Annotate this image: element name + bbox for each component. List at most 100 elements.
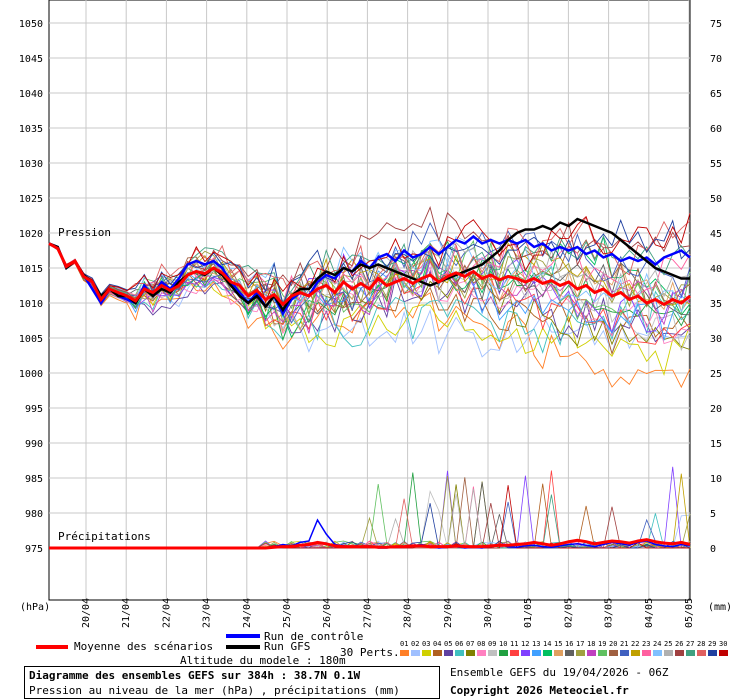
perturbation-color-box [620,650,629,656]
left-axis-label: (hPa) [20,602,50,613]
date-tick-label: 02/05 [563,598,574,628]
right-tick-label: 10 [710,474,722,485]
perturbation-color-box [686,650,695,656]
perturbation-number: 03 [422,640,431,648]
left-tick-label: 1000 [19,369,43,380]
perturbation-number: 27 [686,640,695,648]
date-tick-label: 30/04 [483,598,494,628]
left-tick-label: 980 [25,509,43,520]
right-tick-label: 45 [710,229,722,240]
run-info: Ensemble GEFS du 19/04/2026 - 06Z [450,666,669,679]
date-tick-label: 28/04 [403,598,414,628]
date-tick-label: 24/04 [242,598,253,628]
perturbation-number: 21 [620,640,629,648]
perturbation-number: 25 [664,640,673,648]
perts-count-label: 30 Perts. [340,646,400,659]
left-tick-label: 990 [25,439,43,450]
perturbation-number: 22 [631,640,640,648]
perturbation-color-box [664,650,673,656]
date-tick-label: 27/04 [362,598,373,628]
perturbation-number: 30 [719,640,728,648]
perturbation-color-box [422,650,431,656]
right-tick-label: 5 [710,509,716,520]
date-tick-label: 21/04 [121,598,132,628]
date-tick-label: 25/04 [282,598,293,628]
mean-pressure-line [48,242,691,307]
perturbation-number: 11 [510,640,519,648]
right-tick-label: 65 [710,89,722,100]
perturbation-number: 17 [576,640,585,648]
perturbation-number: 12 [521,640,530,648]
left-tick-label: 995 [25,404,43,415]
date-tick-label: 03/05 [604,598,615,628]
perturbation-color-box [411,650,420,656]
right-tick-label: 70 [710,54,722,65]
perturbation-lines [48,206,691,389]
perturbation-line [48,243,691,389]
right-tick-label: 75 [710,19,722,30]
right-tick-label: 15 [710,439,722,450]
perturbation-color-box [510,650,519,656]
perturbation-number: 20 [609,640,618,648]
gfs-swatch [226,645,260,649]
mean-legend-label: Moyenne des scénarios [74,640,214,653]
perturbation-number: 05 [444,640,453,648]
perturbation-color-box [554,650,563,656]
right-axis-label: (mm) [708,602,732,613]
perturbation-line [48,243,691,354]
perturbation-color-box [642,650,651,656]
perturbation-color-box [477,650,486,656]
date-tick-label: 26/04 [322,598,333,628]
altitude-label: Altitude du modele : 180m [180,654,346,667]
perturbation-color-box [488,650,497,656]
left-tick-label: 985 [25,474,43,485]
right-tick-label: 35 [710,299,722,310]
left-tick-label: 1040 [19,89,43,100]
perturbation-line [48,242,691,377]
perturbation-color-box [455,650,464,656]
left-tick-label: 1045 [19,54,43,65]
footer-subtitle: Pression au niveau de la mer (hPa) , pré… [29,684,400,697]
perturbation-color-box [697,650,706,656]
perturbation-line [48,239,691,311]
perturbation-number: 08 [477,640,486,648]
date-tick-label: 20/04 [81,598,92,628]
perturbation-number: 28 [697,640,706,648]
left-tick-label: 1025 [19,194,43,205]
date-tick-label: 23/04 [202,598,213,628]
perturbation-number: 02 [411,640,420,648]
perturbation-color-box [444,650,453,656]
copyright: Copyright 2026 Meteociel.fr [450,684,629,697]
right-tick-label: 30 [710,334,722,345]
gfs-pressure-line [48,217,690,313]
perturbation-number: 07 [466,640,475,648]
perturbation-number: 14 [543,640,552,648]
perturbation-color-box [609,650,618,656]
right-tick-label: 20 [710,404,722,415]
perturbation-color-box [576,650,585,656]
perturbation-number: 26 [675,640,684,648]
left-tick-label: 1015 [19,264,43,275]
perturbation-number: 01 [400,640,409,648]
perturbation-number: 13 [532,640,541,648]
right-tick-label: 50 [710,194,722,205]
control-legend-label: Run de contrôle [264,630,364,643]
perturbation-number: 24 [653,640,662,648]
right-tick-label: 55 [710,159,722,170]
perturbation-color-box [400,650,409,656]
mean-precip-line [49,538,691,550]
perturbation-color-box [587,650,596,656]
perturbation-color-box [719,650,728,656]
control-swatch [226,634,260,638]
left-tick-label: 1005 [19,334,43,345]
right-tick-label: 25 [710,369,722,380]
left-tick-label: 1035 [19,124,43,135]
left-tick-label: 1050 [19,19,43,30]
perturbation-number: 04 [433,640,442,648]
date-tick-label: 29/04 [443,598,454,628]
perturbation-line [48,244,691,334]
left-tick-label: 1030 [19,159,43,170]
perturbation-number: 06 [455,640,464,648]
right-tick-label: 60 [710,124,722,135]
